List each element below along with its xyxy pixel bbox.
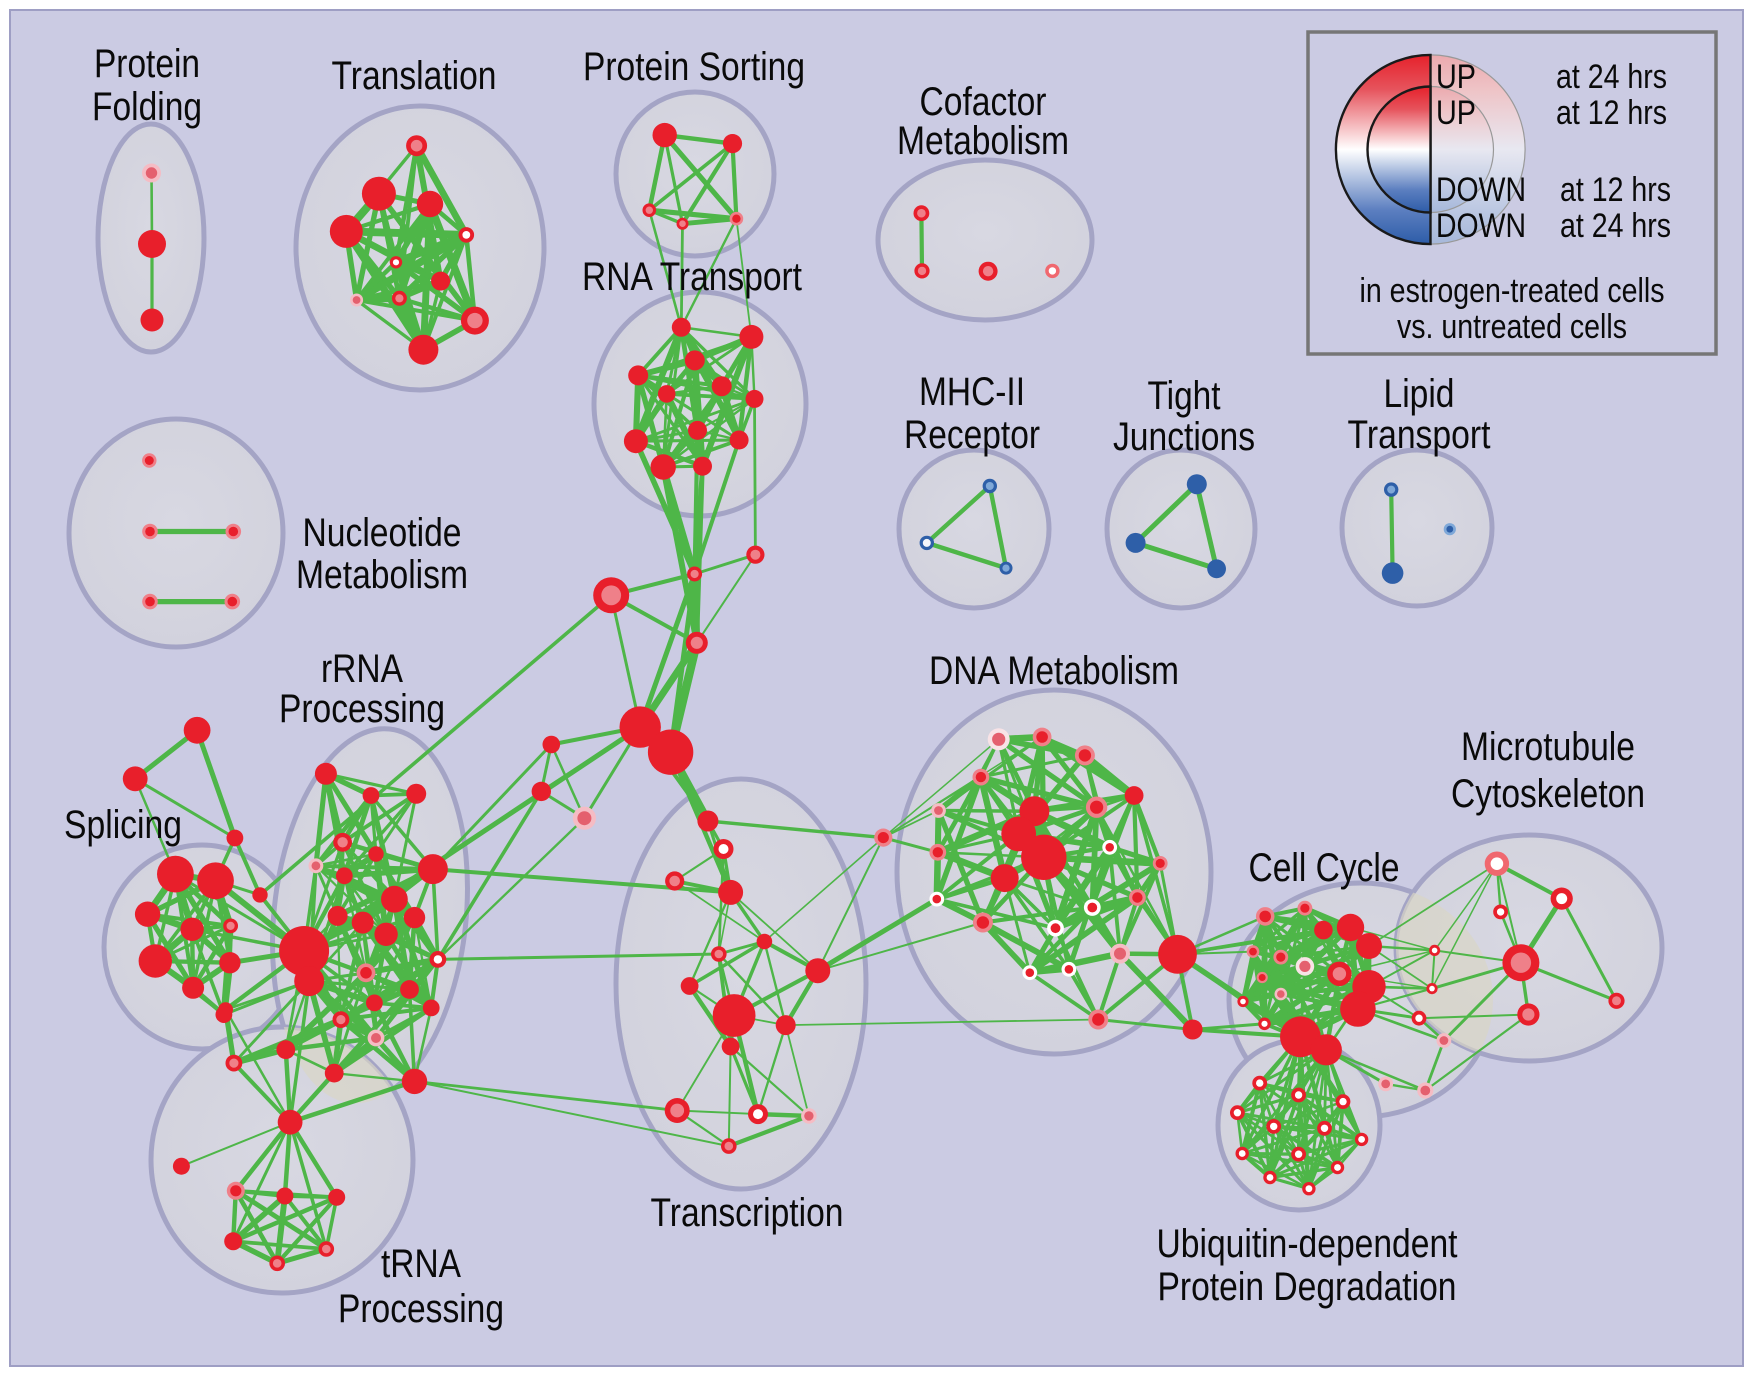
svg-text:at 12 hrs: at 12 hrs (1560, 171, 1671, 209)
svg-text:MHC-II: MHC-II (919, 370, 1025, 414)
svg-text:Cell Cycle: Cell Cycle (1249, 846, 1400, 890)
svg-text:at 24 hrs: at 24 hrs (1560, 207, 1671, 245)
svg-text:Cofactor: Cofactor (920, 80, 1047, 124)
svg-text:Transport: Transport (1348, 413, 1491, 457)
svg-text:vs. untreated cells: vs. untreated cells (1397, 308, 1627, 346)
svg-text:Metabolism: Metabolism (897, 119, 1069, 163)
svg-text:Lipid: Lipid (1384, 372, 1455, 416)
svg-text:Tight: Tight (1148, 374, 1221, 418)
svg-text:at 12 hrs: at 12 hrs (1556, 94, 1667, 132)
svg-text:Translation: Translation (332, 54, 497, 98)
svg-text:Splicing: Splicing (64, 803, 182, 847)
svg-text:Nucleotide: Nucleotide (303, 511, 462, 555)
svg-text:Transcription: Transcription (651, 1191, 844, 1235)
svg-text:DOWN: DOWN (1436, 207, 1526, 245)
svg-text:tRNA: tRNA (381, 1242, 461, 1286)
svg-text:Ubiquitin-dependent: Ubiquitin-dependent (1157, 1222, 1458, 1266)
svg-text:RNA Transport: RNA Transport (582, 255, 802, 299)
svg-text:UP: UP (1436, 94, 1476, 132)
svg-text:UP: UP (1436, 58, 1476, 96)
svg-text:Processing: Processing (279, 687, 445, 731)
svg-text:in estrogen-treated cells: in estrogen-treated cells (1360, 272, 1665, 310)
svg-text:DOWN: DOWN (1436, 171, 1526, 209)
svg-text:Protein Sorting: Protein Sorting (583, 45, 805, 89)
svg-text:Metabolism: Metabolism (296, 553, 468, 597)
svg-text:at 24 hrs: at 24 hrs (1556, 58, 1667, 96)
svg-text:DNA Metabolism: DNA Metabolism (929, 649, 1179, 693)
svg-text:Junctions: Junctions (1113, 415, 1255, 459)
svg-text:Microtubule: Microtubule (1461, 725, 1635, 769)
svg-text:Receptor: Receptor (904, 413, 1040, 457)
svg-text:Cytoskeleton: Cytoskeleton (1451, 772, 1645, 816)
svg-text:Folding: Folding (92, 85, 202, 129)
svg-text:Protein Degradation: Protein Degradation (1158, 1265, 1457, 1309)
svg-text:rRNA: rRNA (321, 647, 403, 691)
svg-text:Processing: Processing (338, 1287, 504, 1331)
svg-text:Protein: Protein (94, 42, 200, 86)
